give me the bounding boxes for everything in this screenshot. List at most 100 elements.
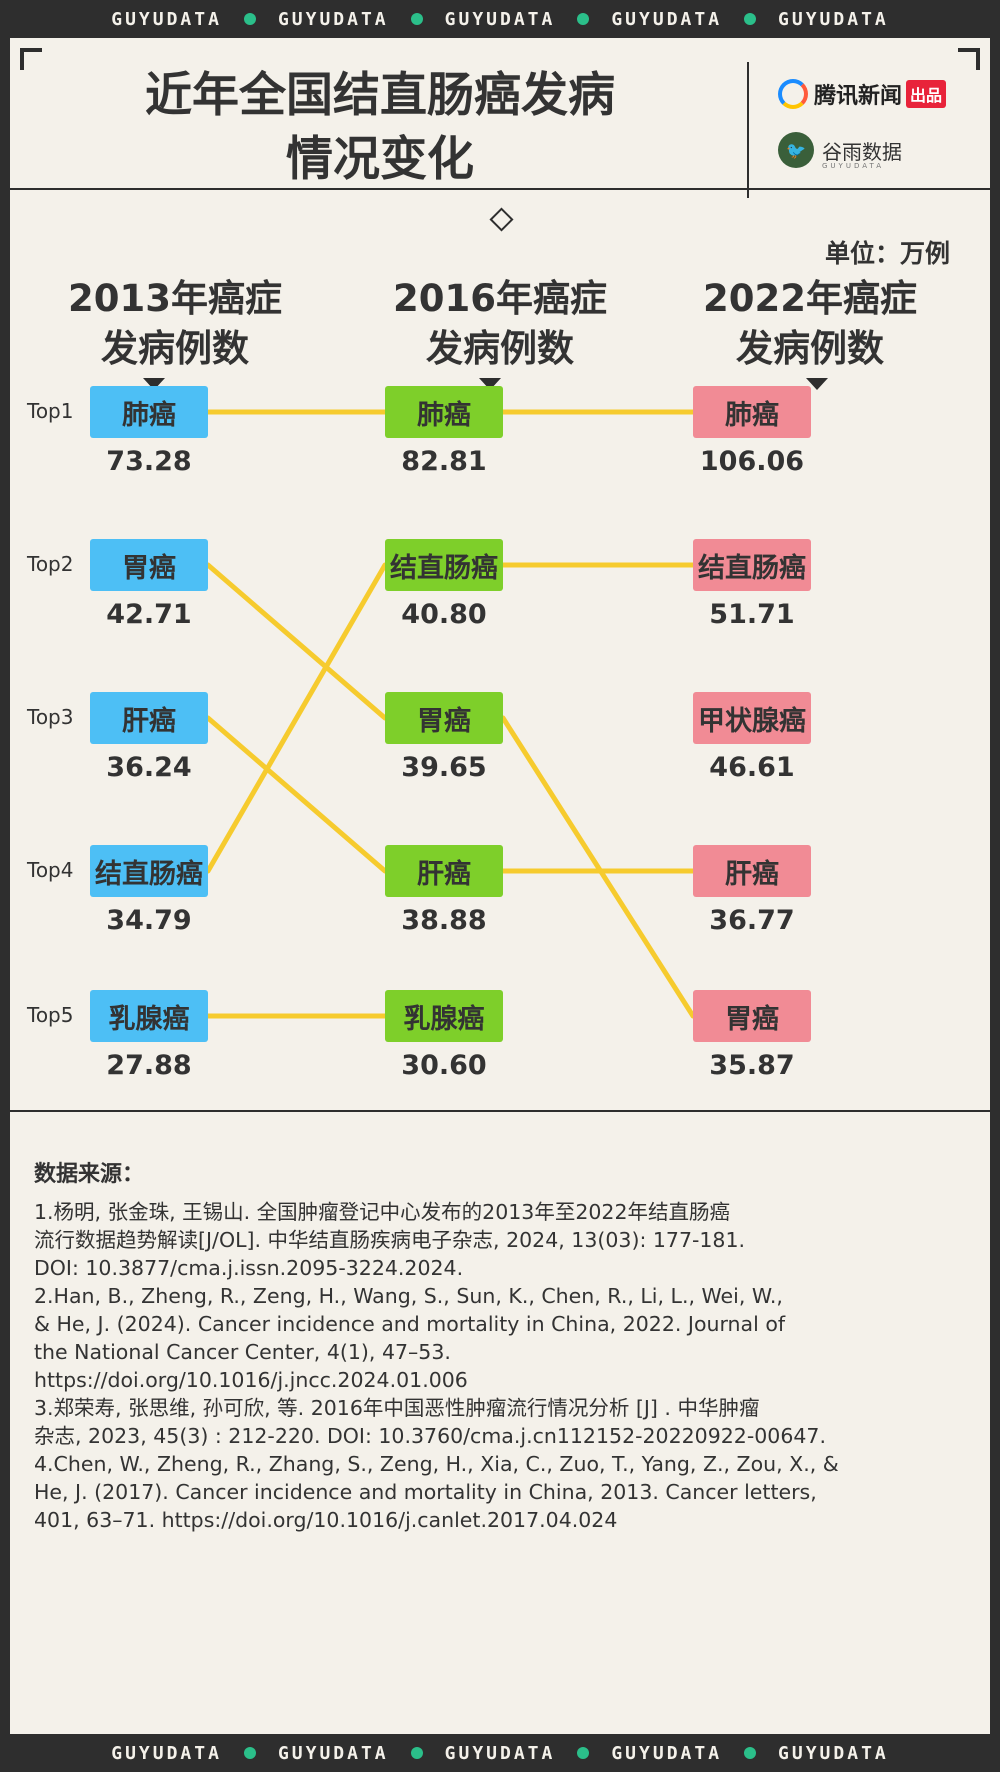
cancer-box: 肝癌 [90, 692, 208, 744]
infographic-card: 近年全国结直肠癌发病 情况变化 腾讯新闻 出品 🐦 谷雨数据 GUYUDATA … [10, 38, 990, 1734]
banner-dot-icon [577, 1747, 590, 1759]
column-header-line: 2016年癌症 [393, 277, 607, 320]
cancer-box: 结直肠癌 [693, 539, 811, 591]
value-label: 42.71 [106, 599, 192, 630]
reference-line: DOI: 10.3877/cma.j.issn.2095-3224.2024. [34, 1256, 464, 1280]
column-header-line: 2022年癌症 [703, 277, 917, 320]
cancer-box: 肝癌 [693, 845, 811, 897]
value-label: 36.77 [709, 905, 795, 936]
banner-dot-icon [744, 1747, 757, 1759]
value-label: 34.79 [106, 905, 192, 936]
cancer-box: 甲状腺癌 [693, 692, 811, 744]
rank-links-chart [205, 409, 696, 1019]
cancer-box: 胃癌 [385, 692, 503, 744]
banner-word: GUYUDATA [277, 8, 389, 30]
rank-link-line [205, 562, 388, 721]
tencent-news-brand: 腾讯新闻 出品 [778, 78, 947, 110]
bottom-banner: GUYUDATA GUYUDATA GUYUDATA GUYUDATA GUYUDATA [0, 1734, 1000, 1772]
value-label: 38.88 [401, 905, 487, 936]
corner-mark [958, 48, 980, 70]
rank-link-line [500, 715, 696, 1019]
cancer-box: 乳腺癌 [90, 990, 208, 1042]
value-label: 36.24 [106, 752, 192, 783]
rank-link-line [205, 562, 388, 874]
cancer-box: 胃癌 [693, 990, 811, 1042]
tencent-news-name: 腾讯新闻 [814, 84, 903, 109]
column-header-line: 2013年癌症 [68, 277, 282, 320]
rank-link-line [205, 715, 388, 874]
guyu-data-brand: 🐦 谷雨数据 GUYUDATA [778, 132, 902, 170]
column-header-2013: 2013年癌症 发病例数 [35, 274, 315, 374]
rank-label: Top2 [27, 552, 74, 576]
banner-word: GUYUDATA [778, 1742, 889, 1764]
sources-rule [10, 1110, 990, 1112]
header-rule [10, 188, 990, 190]
value-label: 73.28 [106, 446, 192, 477]
rank-label: Top1 [27, 399, 74, 423]
unit-label: 单位：万例 [824, 239, 950, 268]
tencent-news-logo-icon [778, 79, 808, 109]
column-header-2022: 2022年癌症 发病例数 [670, 274, 950, 374]
value-label: 27.88 [106, 1050, 192, 1081]
reference-line: 4.Chen, W., Zheng, R., Zhang, S., Zeng, … [34, 1452, 839, 1476]
column-header-line: 发病例数 [101, 327, 249, 370]
sources-title: 数据来源： [34, 1162, 145, 1187]
cancer-box: 乳腺癌 [385, 990, 503, 1042]
reference-line: 401, 63–71. https://doi.org/10.1016/j.ca… [34, 1508, 618, 1532]
guyu-data-name: 谷雨数据 [822, 139, 902, 164]
cancer-box: 肝癌 [385, 845, 503, 897]
cancer-box: 肺癌 [90, 386, 208, 438]
cancer-box: 肺癌 [693, 386, 811, 438]
reference-line: https://doi.org/10.1016/j.jncc.2024.01.0… [34, 1368, 468, 1392]
value-label: 82.81 [401, 446, 487, 477]
reference-line: He, J. (2017). Cancer incidence and mort… [34, 1480, 817, 1504]
tencent-news-tag: 出品 [906, 80, 947, 108]
column-header-line: 发病例数 [426, 327, 574, 370]
cancer-box: 肺癌 [385, 386, 503, 438]
value-label: 40.80 [401, 599, 487, 630]
value-label: 106.06 [699, 446, 805, 477]
banner-dot-icon [243, 13, 256, 25]
banner-dot-icon [410, 1747, 423, 1759]
reference-line: 3.郑荣寿, 张思维, 孙可欣, 等. 2016年中国恶性肿瘤流行情况分析 [J… [34, 1396, 760, 1420]
corner-mark [20, 48, 42, 70]
column-header-2016: 2016年癌症 发病例数 [360, 274, 640, 374]
value-label: 35.87 [709, 1050, 795, 1081]
cancer-box: 结直肠癌 [385, 539, 503, 591]
value-label: 46.61 [709, 752, 795, 783]
page-title: 近年全国结直肠癌发病 情况变化 [70, 64, 690, 192]
banner-word: GUYUDATA [778, 8, 889, 30]
value-label: 51.71 [709, 599, 795, 630]
title-line-2: 情况变化 [286, 132, 474, 187]
cancer-box: 结直肠癌 [90, 845, 208, 897]
header-divider [747, 62, 749, 198]
guyu-data-subtitle: GUYUDATA [822, 162, 884, 170]
rank-label: Top3 [27, 705, 74, 729]
banner-word: GUYUDATA [444, 1742, 556, 1764]
reference-line: 2.Han, B., Zheng, R., Zeng, H., Wang, S.… [34, 1284, 783, 1308]
value-label: 30.60 [401, 1050, 487, 1081]
reference-line: 杂志, 2023, 45(3) : 212-220. DOI: 10.3760/… [34, 1424, 826, 1448]
title-line-1: 近年全国结直肠癌发病 [145, 68, 615, 123]
banner-dot-icon [243, 1747, 256, 1759]
guyu-bird-logo-icon: 🐦 [778, 132, 814, 168]
reference-line: the National Cancer Center, 4(1), 47–53. [34, 1340, 451, 1364]
banner-dot-icon [744, 13, 757, 25]
banner-word: GUYUDATA [111, 8, 222, 30]
banner-word: GUYUDATA [444, 8, 556, 30]
banner-word: GUYUDATA [611, 1742, 723, 1764]
top-banner: GUYUDATA GUYUDATA GUYUDATA GUYUDATA GUYUDATA [0, 0, 1000, 38]
cancer-box: 胃癌 [90, 539, 208, 591]
value-label: 39.65 [401, 752, 487, 783]
column-header-line: 发病例数 [736, 327, 884, 370]
banner-word: GUYUDATA [611, 8, 723, 30]
banner-dot-icon [577, 13, 590, 25]
rank-label: Top4 [27, 858, 74, 882]
banner-word: GUYUDATA [111, 1742, 222, 1764]
reference-line: 1.杨明, 张金珠, 王锡山. 全国肿瘤登记中心发布的2013年至2022年结直… [34, 1200, 730, 1224]
reference-line: 流行数据趋势解读[J/OL]. 中华结直肠疾病电子杂志, 2024, 13(03… [34, 1228, 746, 1252]
banner-word: GUYUDATA [277, 1742, 389, 1764]
down-triangle-icon [806, 378, 828, 390]
reference-line: & He, J. (2024). Cancer incidence and mo… [34, 1312, 786, 1336]
banner-dot-icon [410, 13, 423, 25]
